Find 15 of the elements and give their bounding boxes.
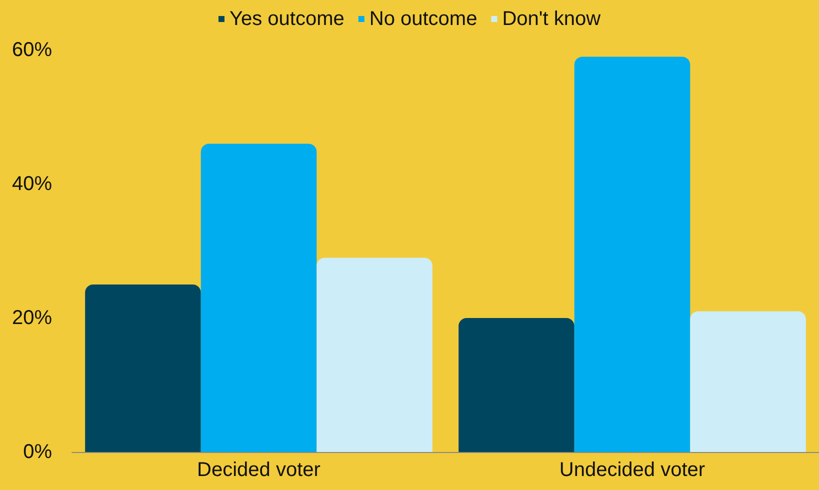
bar [458, 318, 574, 452]
y-tick-label: 40% [12, 173, 52, 195]
x-tick-label: Undecided voter [559, 459, 706, 481]
y-tick-label: 60% [12, 39, 52, 61]
bar [85, 284, 201, 452]
y-tick-label: 20% [12, 307, 52, 329]
bar [316, 258, 432, 452]
bar [200, 144, 317, 452]
bar [690, 311, 806, 452]
x-tick-label: Decided voter [197, 459, 321, 481]
legend-label: Don't know [502, 8, 602, 30]
legend-label: Yes outcome [229, 8, 344, 30]
bar [574, 56, 690, 452]
y-tick-label: 0% [23, 441, 52, 463]
legend-label: No outcome [369, 8, 478, 30]
